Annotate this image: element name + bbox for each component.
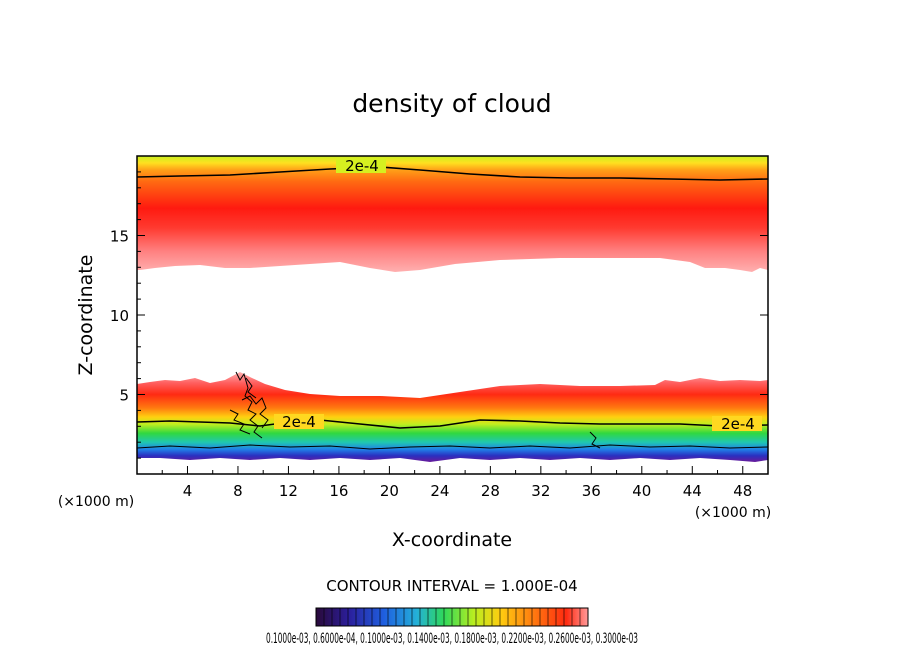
chart-title: density of cloud <box>352 89 551 118</box>
colorbar-ticks <box>323 608 581 626</box>
lower-cloud-layer <box>137 372 768 462</box>
y-tick-label: 5 <box>119 387 129 405</box>
plot-area: 2e-4 2e-4 2e-4 <box>137 156 768 474</box>
contour-interval-text: CONTOUR INTERVAL = 1.000E-04 <box>326 577 577 595</box>
contour-line-upper <box>137 166 768 181</box>
contour-label-right: 2e-4 <box>721 415 755 433</box>
x-tick-label: 44 <box>683 482 702 500</box>
contour-cluster <box>229 371 601 449</box>
contour-label-top: 2e-4 <box>345 157 379 175</box>
upper-cloud-layer <box>137 156 768 272</box>
y-tick-label: 10 <box>110 307 129 325</box>
x-unit-left-label: (×1000 m) <box>58 494 134 510</box>
x-unit-right-label: (×1000 m) <box>695 505 771 521</box>
x-axis-label: X-coordinate <box>392 529 512 551</box>
x-tick-label: 8 <box>233 482 243 500</box>
contour-label-left: 2e-4 <box>282 413 316 431</box>
x-tick-label: 36 <box>582 482 601 500</box>
x-tick-label: 32 <box>531 482 550 500</box>
x-tick-label: 16 <box>329 482 348 500</box>
colorbar-labels: 0.1000e-03, 0.6000e-04, 0.1000e-03, 0.14… <box>266 631 638 647</box>
x-tick-label: 4 <box>183 482 193 500</box>
x-tick-label: 40 <box>632 482 651 500</box>
x-tick-label: 24 <box>430 482 449 500</box>
y-tick-label: 15 <box>110 228 129 246</box>
y-axis-ticks: 5 10 15 <box>110 171 768 459</box>
contour-line-lower <box>137 419 768 429</box>
x-tick-label: 12 <box>279 482 298 500</box>
x-axis-ticks: 4 8 12 16 20 24 28 32 36 40 44 48 <box>161 466 752 500</box>
contour-line-bottom <box>137 444 768 450</box>
x-tick-label: 20 <box>380 482 399 500</box>
y-axis-label: Z-coordinate <box>75 255 97 376</box>
x-tick-label: 48 <box>733 482 752 500</box>
x-tick-label: 28 <box>481 482 500 500</box>
